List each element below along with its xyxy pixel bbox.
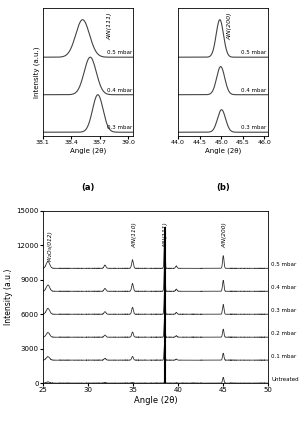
Text: AlN(111): AlN(111) xyxy=(108,12,113,40)
X-axis label: Angle (2θ): Angle (2θ) xyxy=(205,148,241,155)
X-axis label: Angle (2θ): Angle (2θ) xyxy=(134,396,178,405)
Text: 0.1 mbar: 0.1 mbar xyxy=(271,354,296,359)
Text: 0.4 mbar: 0.4 mbar xyxy=(107,88,132,93)
Text: (b): (b) xyxy=(216,183,230,192)
Text: 0.2 mbar: 0.2 mbar xyxy=(271,331,296,336)
X-axis label: Angle (2θ): Angle (2θ) xyxy=(70,148,106,155)
Text: AlN(110): AlN(110) xyxy=(133,222,138,248)
Text: 0.4 mbar: 0.4 mbar xyxy=(271,285,296,290)
Text: AlN(111): AlN(111) xyxy=(164,222,169,248)
Text: 0.3 mbar: 0.3 mbar xyxy=(271,308,296,313)
Text: 0.5 mbar: 0.5 mbar xyxy=(271,262,296,267)
Text: 0.3 mbar: 0.3 mbar xyxy=(241,125,266,131)
Text: AlN(200): AlN(200) xyxy=(228,12,233,40)
Text: 0.3 mbar: 0.3 mbar xyxy=(107,125,132,131)
Text: 0.4 mbar: 0.4 mbar xyxy=(241,88,266,93)
Y-axis label: Intensity (a.u.): Intensity (a.u.) xyxy=(4,269,13,325)
Y-axis label: Intensity (a.u.): Intensity (a.u.) xyxy=(34,46,40,98)
Text: 0.5 mbar: 0.5 mbar xyxy=(107,51,132,55)
Text: Al₂O₃(012): Al₂O₃(012) xyxy=(48,232,53,262)
Text: 0.5 mbar: 0.5 mbar xyxy=(241,51,266,55)
Text: (a): (a) xyxy=(81,183,95,192)
Text: AlN(200): AlN(200) xyxy=(222,222,227,248)
Text: Untreated: Untreated xyxy=(271,377,299,382)
